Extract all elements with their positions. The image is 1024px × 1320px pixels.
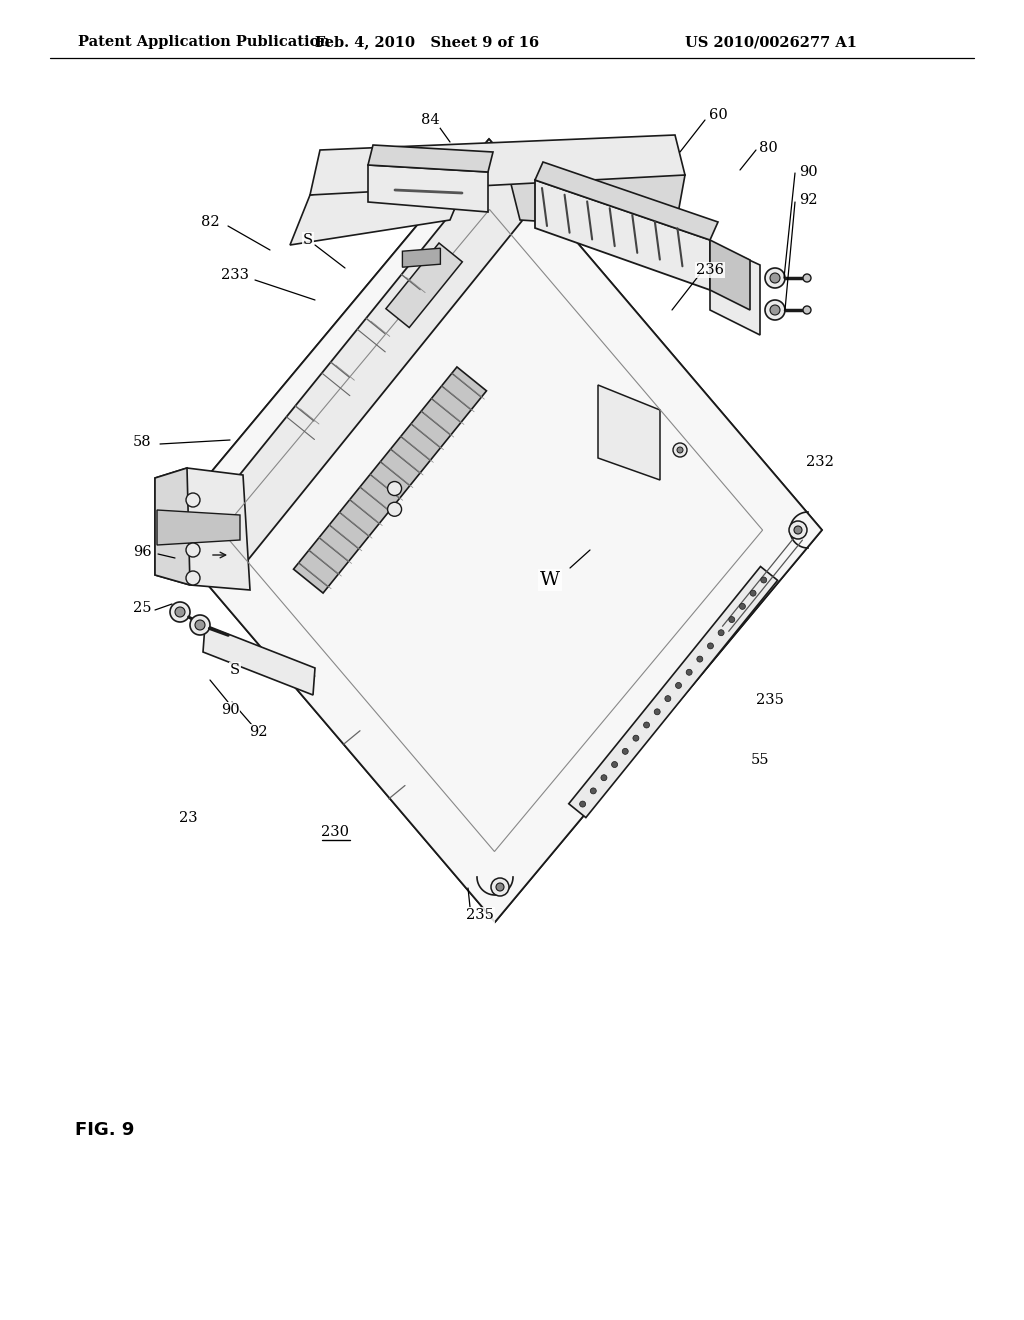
Circle shape — [186, 543, 200, 557]
Circle shape — [765, 300, 785, 319]
Polygon shape — [155, 469, 250, 590]
Text: 235: 235 — [466, 908, 494, 921]
Polygon shape — [368, 165, 488, 213]
Text: W: W — [540, 572, 560, 589]
Text: 235: 235 — [756, 693, 784, 708]
Polygon shape — [489, 139, 822, 531]
Text: 90: 90 — [799, 165, 817, 180]
Text: 80: 80 — [759, 141, 777, 154]
Circle shape — [633, 735, 639, 741]
Circle shape — [794, 525, 802, 535]
Text: 82: 82 — [201, 215, 219, 228]
Circle shape — [708, 643, 714, 649]
Circle shape — [623, 748, 629, 754]
Circle shape — [718, 630, 724, 636]
Circle shape — [803, 306, 811, 314]
Circle shape — [673, 444, 687, 457]
Polygon shape — [710, 240, 750, 310]
Polygon shape — [402, 248, 440, 267]
Text: 55: 55 — [751, 752, 769, 767]
Polygon shape — [162, 139, 822, 921]
Polygon shape — [535, 180, 710, 290]
Circle shape — [195, 620, 205, 630]
Circle shape — [686, 669, 692, 676]
Circle shape — [677, 447, 683, 453]
Polygon shape — [290, 160, 475, 246]
Circle shape — [654, 709, 660, 715]
Circle shape — [496, 883, 504, 891]
Circle shape — [186, 492, 200, 507]
Circle shape — [750, 590, 756, 597]
Text: 92: 92 — [249, 725, 267, 739]
Polygon shape — [598, 385, 660, 480]
Text: 236: 236 — [696, 263, 724, 277]
Circle shape — [696, 656, 702, 663]
Text: FIG. 9: FIG. 9 — [75, 1121, 134, 1139]
Circle shape — [790, 521, 807, 539]
Text: 230: 230 — [321, 825, 349, 840]
Polygon shape — [568, 566, 777, 817]
Polygon shape — [157, 510, 240, 545]
Polygon shape — [310, 135, 685, 195]
Circle shape — [803, 275, 811, 282]
Circle shape — [387, 503, 401, 516]
Text: S: S — [303, 234, 313, 247]
Text: 23: 23 — [178, 810, 198, 825]
Text: 92: 92 — [799, 193, 817, 207]
Text: S: S — [230, 663, 240, 677]
Circle shape — [729, 616, 735, 623]
Text: 96: 96 — [133, 545, 152, 558]
Circle shape — [601, 775, 607, 780]
Circle shape — [676, 682, 682, 689]
Circle shape — [739, 603, 745, 610]
Circle shape — [175, 607, 185, 616]
Polygon shape — [386, 243, 462, 327]
Polygon shape — [535, 162, 718, 240]
Polygon shape — [505, 160, 685, 230]
Text: Feb. 4, 2010   Sheet 9 of 16: Feb. 4, 2010 Sheet 9 of 16 — [315, 36, 539, 49]
Circle shape — [611, 762, 617, 767]
Circle shape — [387, 482, 401, 495]
Circle shape — [590, 788, 596, 793]
Polygon shape — [195, 165, 537, 568]
Polygon shape — [368, 145, 493, 172]
Text: US 2010/0026277 A1: US 2010/0026277 A1 — [685, 36, 857, 49]
Circle shape — [186, 572, 200, 585]
Polygon shape — [155, 469, 190, 585]
Polygon shape — [710, 242, 760, 335]
Polygon shape — [495, 531, 822, 921]
Text: 60: 60 — [709, 108, 727, 121]
Polygon shape — [162, 531, 495, 921]
Text: 233: 233 — [221, 268, 249, 282]
Text: 25: 25 — [133, 601, 152, 615]
Polygon shape — [203, 624, 315, 696]
Polygon shape — [294, 367, 486, 593]
Circle shape — [770, 273, 780, 282]
Circle shape — [765, 268, 785, 288]
Circle shape — [170, 602, 190, 622]
Circle shape — [643, 722, 649, 729]
Circle shape — [490, 878, 509, 896]
Text: Patent Application Publication: Patent Application Publication — [78, 36, 330, 49]
Text: 84: 84 — [421, 114, 439, 127]
Polygon shape — [162, 139, 490, 531]
Text: 58: 58 — [133, 436, 152, 449]
Circle shape — [580, 801, 586, 807]
Circle shape — [665, 696, 671, 702]
Text: 232: 232 — [806, 455, 834, 469]
Circle shape — [770, 305, 780, 315]
Text: 90: 90 — [221, 704, 240, 717]
Circle shape — [761, 577, 767, 583]
Circle shape — [190, 615, 210, 635]
